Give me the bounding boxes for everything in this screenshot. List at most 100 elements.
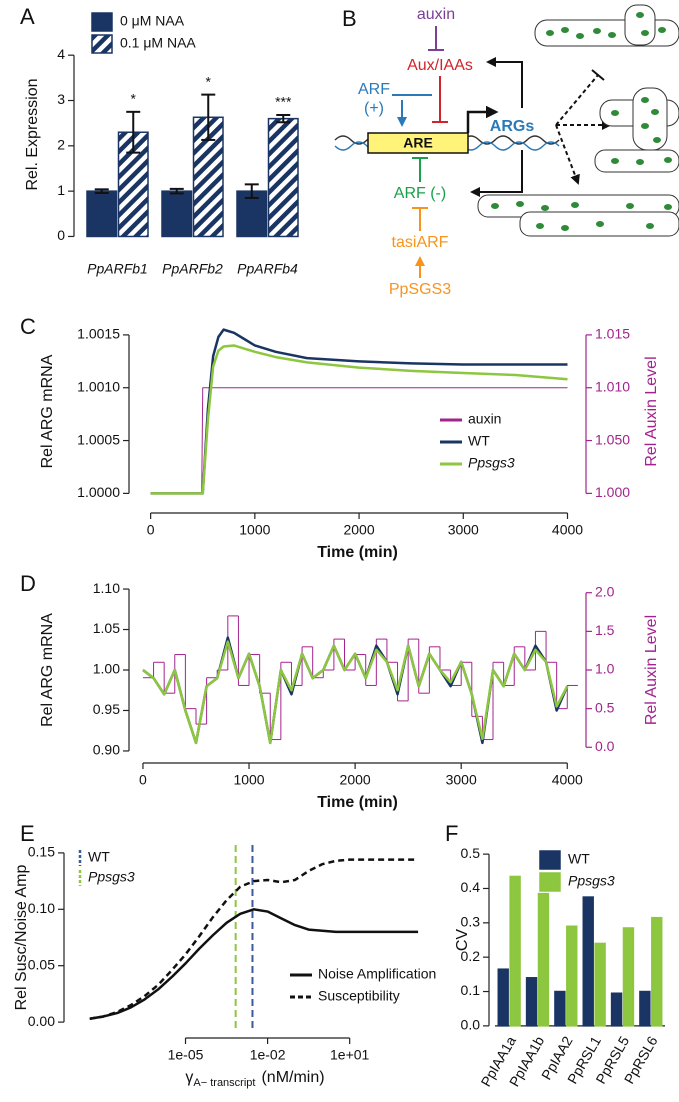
y-tick-label: 0.90 <box>93 742 120 758</box>
bar <box>566 925 578 1027</box>
legend-swatch <box>91 34 113 54</box>
x-tick-label: 3000 <box>446 772 477 788</box>
node-label: (+) <box>364 100 384 117</box>
legend-label: auxin <box>468 411 501 427</box>
bar <box>525 977 538 1027</box>
y2-tick-label: 0.0 <box>595 738 615 754</box>
bar <box>610 992 623 1027</box>
annotation: * <box>131 91 137 107</box>
y2-axis-label: Rel Auxin Level <box>643 356 660 466</box>
bar <box>192 116 224 238</box>
bar <box>582 896 594 1027</box>
y2-tick-label: 1.050 <box>595 431 630 447</box>
error-bar <box>201 93 216 141</box>
error-bar <box>126 110 141 154</box>
y-tick-label: 1.05 <box>93 620 120 636</box>
error-bar <box>94 188 109 194</box>
inhibit <box>428 26 444 51</box>
node-label: ARF (-) <box>394 185 446 202</box>
annotation: *** <box>275 94 292 110</box>
y-axis-label: CV <box>454 929 471 952</box>
x-tick-label: PpARFb2 <box>162 261 223 277</box>
y-tick-label: 0.00 <box>28 1013 55 1029</box>
node-label: ARF <box>358 81 390 98</box>
y-tick-label: 3 <box>57 91 65 107</box>
inhibit <box>432 76 448 123</box>
legend-label: WT <box>568 851 590 867</box>
y-tick-label: 0.05 <box>28 956 55 972</box>
x-tick-label: 1e+01 <box>330 1047 370 1063</box>
series-line <box>89 908 419 1020</box>
x-tick-label: 3000 <box>448 522 479 538</box>
legend-label: 0 μM NAA <box>120 13 185 29</box>
y-tick-label: 1.10 <box>93 580 120 596</box>
annotation: * <box>206 73 212 89</box>
node-label: ARGs <box>490 118 535 135</box>
series-line <box>150 344 568 495</box>
y-tick-label: 0.95 <box>93 701 120 717</box>
panel-label: A <box>20 4 35 29</box>
y-axis-label: Rel ARG mRNA <box>39 613 56 727</box>
inhibit-cap <box>591 69 605 81</box>
y-axis-label: Rel ARG mRNA <box>39 354 56 468</box>
x-tick-label: 0 <box>147 522 155 538</box>
cells <box>477 4 679 237</box>
chloroplasts <box>491 12 672 231</box>
panel-label: F <box>445 821 458 846</box>
y-tick-label: 1.0000 <box>77 484 120 500</box>
bar <box>509 875 521 1027</box>
y-axis-label: Rel. Expression <box>24 78 41 190</box>
series-line <box>89 858 419 1020</box>
x-axis-label: Time (min) <box>317 794 398 811</box>
legend-label: 0.1 μM NAA <box>120 35 196 51</box>
inhibit <box>412 207 428 231</box>
y-tick-label: 0.2 <box>461 948 481 964</box>
legend-label: WT <box>88 849 110 865</box>
are-box <box>367 132 469 154</box>
dashed-link <box>555 74 599 126</box>
bar <box>651 916 663 1027</box>
panel-label: B <box>342 6 357 31</box>
series-line <box>142 640 569 745</box>
inhibit <box>412 157 428 182</box>
y-tick-label: 4 <box>57 46 65 62</box>
error-bar <box>276 114 291 124</box>
x-axis-label-unit: (nM/min) <box>261 1069 324 1086</box>
y-tick-label: 0.15 <box>28 844 55 860</box>
dashed-arrow <box>555 124 580 185</box>
x-tick-label: 0 <box>139 772 147 788</box>
bar <box>267 117 299 238</box>
x-tick-label: 1e-05 <box>168 1047 204 1063</box>
x-axis-label-main: Time (min) <box>317 794 398 811</box>
y2-tick-label: 1.000 <box>595 484 630 500</box>
y-tick-label: 1.0015 <box>77 326 120 342</box>
y2-tick-label: 1.5 <box>595 622 615 638</box>
x-axis-label-main: γ <box>185 1069 193 1086</box>
x-tick-label: 1000 <box>239 522 270 538</box>
x-tick-label: PpARFb1 <box>87 261 148 277</box>
x-tick-label: 1e-02 <box>250 1047 286 1063</box>
node-label: auxin <box>417 6 455 23</box>
arrow <box>466 105 499 133</box>
x-tick-label: 1000 <box>233 772 264 788</box>
legend-swatch <box>539 872 561 892</box>
y2-axis-label: Rel Auxin Level <box>643 615 660 725</box>
bar <box>86 190 118 238</box>
y-tick-label: 1.0010 <box>77 378 120 394</box>
bar <box>639 990 651 1027</box>
y-tick-label: 0.1 <box>461 982 481 998</box>
panel-label: D <box>20 571 36 596</box>
legend-label: Ppsgs3 <box>568 873 615 889</box>
y2-tick-label: 1.010 <box>595 378 630 394</box>
y2-tick-label: 0.5 <box>595 699 615 715</box>
error-bar <box>244 183 259 199</box>
arrow <box>486 57 523 108</box>
y-tick-label: 1.0005 <box>77 431 120 447</box>
legend-swatch <box>91 12 113 32</box>
node-label: Aux/IAAs <box>407 57 473 74</box>
series-line <box>150 387 568 494</box>
x-tick-label: 2000 <box>340 772 371 788</box>
x-tick-label: 4000 <box>552 772 583 788</box>
panel-label: C <box>20 314 36 339</box>
